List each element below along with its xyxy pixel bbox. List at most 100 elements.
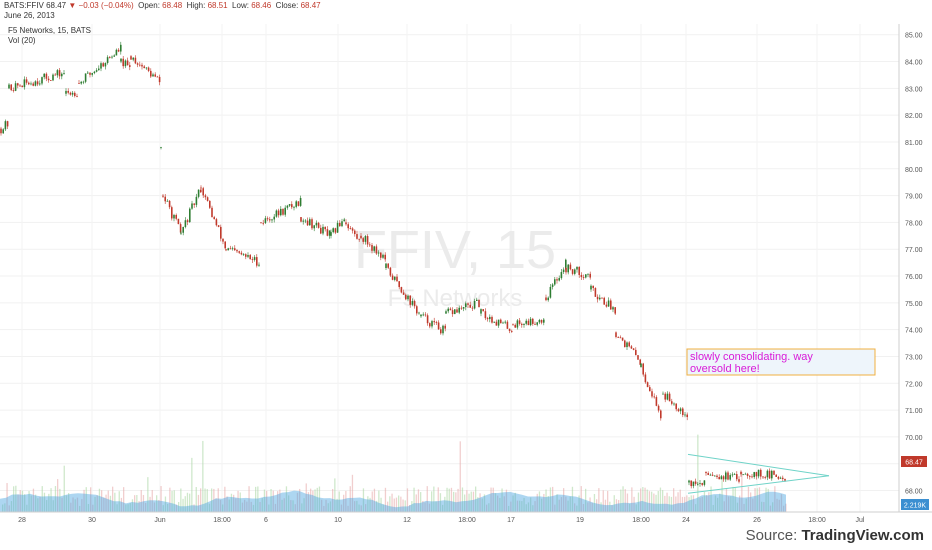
- volume-bar: [57, 479, 59, 512]
- volume-bar: [723, 501, 725, 512]
- volume-bar: [272, 490, 274, 512]
- volume-bar: [752, 498, 754, 512]
- volume-bar: [631, 487, 633, 512]
- candle-body: [39, 83, 41, 85]
- candle-body: [534, 323, 536, 325]
- volume-bar: [591, 502, 593, 512]
- volume-bar: [312, 490, 314, 512]
- candle-body: [195, 196, 198, 205]
- volume-bar: [87, 504, 90, 512]
- volume-bar: [347, 505, 349, 512]
- volume-bar: [255, 486, 257, 512]
- triangle-trendline[interactable]: [687, 475, 830, 494]
- candle-body: [271, 219, 273, 221]
- candle-body: [95, 70, 98, 72]
- candle-body: [180, 232, 182, 234]
- candle-body: [336, 222, 339, 233]
- candle-body: [152, 74, 154, 77]
- candle-body: [707, 473, 709, 475]
- candle-body: [317, 222, 320, 228]
- volume-bar: [415, 494, 417, 512]
- candle-body: [109, 57, 111, 58]
- candle-body: [729, 475, 731, 480]
- candle-body: [280, 208, 282, 216]
- volume-bar: [450, 487, 453, 512]
- volume-bar: [380, 497, 382, 512]
- volume-bar: [70, 502, 72, 512]
- volume-bar: [721, 479, 723, 512]
- volume-bar: [651, 491, 653, 512]
- volume-bar: [567, 500, 569, 512]
- close-label: Close:: [275, 1, 299, 10]
- volume-bar: [523, 497, 525, 512]
- volume-bar: [224, 486, 226, 512]
- volume-bar: [417, 489, 420, 512]
- volume-bar: [519, 500, 521, 512]
- candle-body: [76, 96, 78, 97]
- candle-body: [245, 254, 247, 257]
- candle-body: [402, 292, 405, 295]
- volume-tag: 2.219K: [901, 499, 929, 510]
- volume-bar: [81, 499, 83, 512]
- annotation-callout[interactable]: slowly consolidating. way oversold here!: [686, 348, 876, 376]
- low-value: 68.46: [251, 1, 272, 10]
- candle-body: [599, 297, 601, 300]
- candle-body: [585, 274, 587, 278]
- volume-bar: [116, 504, 118, 512]
- volume-bar: [241, 502, 244, 512]
- volume-bar: [620, 489, 622, 512]
- candle-body: [382, 254, 384, 258]
- volume-bar: [360, 505, 362, 512]
- candle-body: [47, 78, 50, 81]
- candle-body: [139, 64, 141, 66]
- candle-body: [666, 393, 669, 400]
- volume-bar: [48, 493, 50, 512]
- volume-bar: [538, 491, 541, 512]
- candle-body: [500, 319, 502, 324]
- candle-body: [543, 319, 545, 323]
- x-tick-label: 24: [682, 517, 690, 524]
- candle-body: [111, 56, 113, 58]
- candle-body: [182, 226, 184, 233]
- volume-bar: [774, 486, 776, 512]
- candle-body: [354, 230, 356, 235]
- candle-body: [332, 228, 334, 233]
- candle-body: [282, 208, 284, 215]
- y-tick-label: 80.00: [905, 167, 923, 174]
- volume-bar: [468, 493, 470, 512]
- volume-bar: [277, 491, 279, 512]
- candle-body: [632, 348, 635, 350]
- candle-body: [716, 475, 718, 478]
- candle-body: [371, 245, 373, 251]
- triangle-trendline[interactable]: [687, 453, 830, 477]
- candle-body: [12, 90, 15, 91]
- annotation-text-line2: oversold here!: [690, 363, 760, 375]
- candle-body: [124, 60, 127, 67]
- volume-bar: [629, 503, 631, 512]
- volume-bar: [600, 502, 602, 512]
- source-credit[interactable]: Source: TradingView.com: [746, 527, 924, 544]
- candle-body: [762, 476, 764, 478]
- candle-body: [0, 128, 2, 134]
- volume-bar: [602, 490, 604, 512]
- candle-body: [63, 73, 65, 74]
- volume-bar: [112, 486, 114, 512]
- candle-body: [398, 281, 400, 288]
- volume-bar: [668, 496, 670, 512]
- volume-bar: [63, 465, 65, 512]
- candle-body: [100, 63, 102, 69]
- annotation-box[interactable]: [686, 348, 876, 376]
- volume-bar: [219, 499, 222, 512]
- candle-body: [21, 85, 23, 88]
- volume-bar: [536, 493, 538, 512]
- volume-bar: [50, 488, 52, 512]
- volume-bar: [259, 501, 261, 512]
- candle-body: [489, 316, 491, 320]
- candle-body: [293, 206, 295, 208]
- volume-bar: [101, 490, 103, 512]
- candle-body: [547, 297, 549, 301]
- volume-bar: [153, 502, 156, 512]
- candle-body: [740, 471, 742, 475]
- candle-body: [136, 63, 139, 65]
